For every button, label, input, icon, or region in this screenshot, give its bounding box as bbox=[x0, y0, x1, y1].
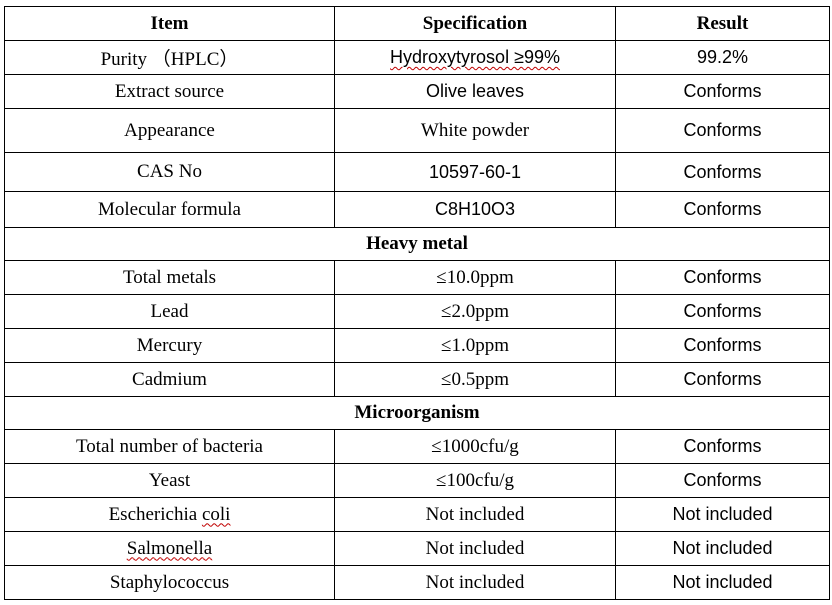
section-heading: Microorganism bbox=[4, 396, 830, 430]
item-cell: CAS No bbox=[4, 152, 335, 192]
result-cell: Conforms bbox=[615, 294, 830, 329]
item-cell: Purity （HPLC） bbox=[4, 40, 335, 75]
table-row-appearance: Appearance White powder Conforms bbox=[4, 108, 830, 153]
spec-cell: C8H10O3 bbox=[334, 191, 616, 228]
section-row-heavy-metal: Heavy metal bbox=[4, 227, 830, 261]
spec-cell: ≤100cfu/g bbox=[334, 463, 616, 498]
spell-marked-text: Salmonella bbox=[126, 537, 213, 559]
item-cell: Molecular formula bbox=[4, 191, 335, 228]
table-row: Total metals ≤10.0ppm Conforms bbox=[4, 260, 830, 295]
table-row-purity: Purity （HPLC） Hydroxytyrosol ≥99% 99.2% bbox=[4, 40, 830, 75]
table-row: Staphylococcus Not included Not included bbox=[4, 565, 830, 600]
spell-marked-text: coli bbox=[201, 503, 231, 525]
spec-cell: ≤2.0ppm bbox=[334, 294, 616, 329]
table-row-extract-source: Extract source Olive leaves Conforms bbox=[4, 74, 830, 109]
item-cell: Extract source bbox=[4, 74, 335, 109]
table-row: Salmonella Not included Not included bbox=[4, 531, 830, 566]
table-row: Yeast ≤100cfu/g Conforms bbox=[4, 463, 830, 498]
spell-marked-text: Hydroxytyrosol ≥99% bbox=[390, 47, 560, 67]
item-cell: Appearance bbox=[4, 108, 335, 153]
table-row: Mercury ≤1.0ppm Conforms bbox=[4, 328, 830, 363]
item-cell: Lead bbox=[4, 294, 335, 329]
table-row: Escherichia coli Not included Not includ… bbox=[4, 497, 830, 532]
spec-cell: 10597-60-1 bbox=[334, 152, 616, 192]
specification-table: Item Specification Result Purity （HPLC） … bbox=[4, 6, 830, 600]
result-cell: Conforms bbox=[615, 108, 830, 153]
table-row: Total number of bacteria ≤1000cfu/g Conf… bbox=[4, 429, 830, 464]
header-row: Item Specification Result bbox=[4, 6, 830, 41]
result-cell: Conforms bbox=[615, 429, 830, 464]
result-cell: 99.2% bbox=[615, 40, 830, 75]
spec-cell: Not included bbox=[334, 497, 616, 532]
spec-cell: Not included bbox=[334, 531, 616, 566]
result-cell: Not included bbox=[615, 531, 830, 566]
header-specification: Specification bbox=[334, 6, 616, 41]
table-row-cas-no: CAS No 10597-60-1 Conforms bbox=[4, 152, 830, 192]
item-cell: Escherichia coli bbox=[4, 497, 335, 532]
result-cell: Conforms bbox=[615, 191, 830, 228]
item-cell: Staphylococcus bbox=[4, 565, 335, 600]
result-cell: Conforms bbox=[615, 463, 830, 498]
item-cell: Yeast bbox=[4, 463, 335, 498]
item-cell: Cadmium bbox=[4, 362, 335, 397]
item-cell: Total number of bacteria bbox=[4, 429, 335, 464]
table-row-molecular-formula: Molecular formula C8H10O3 Conforms bbox=[4, 191, 830, 228]
result-cell: Not included bbox=[615, 497, 830, 532]
result-cell: Conforms bbox=[615, 74, 830, 109]
spec-cell: ≤1.0ppm bbox=[334, 328, 616, 363]
item-cell: Total metals bbox=[4, 260, 335, 295]
item-cell: Salmonella bbox=[4, 531, 335, 566]
spec-cell: Hydroxytyrosol ≥99% bbox=[334, 40, 616, 75]
section-heading: Heavy metal bbox=[4, 227, 830, 261]
result-cell: Conforms bbox=[615, 328, 830, 363]
spec-cell: Olive leaves bbox=[334, 74, 616, 109]
table-row: Cadmium ≤0.5ppm Conforms bbox=[4, 362, 830, 397]
table-row: Lead ≤2.0ppm Conforms bbox=[4, 294, 830, 329]
spec-cell: ≤10.0ppm bbox=[334, 260, 616, 295]
result-cell: Not included bbox=[615, 565, 830, 600]
result-cell: Conforms bbox=[615, 362, 830, 397]
header-result: Result bbox=[615, 6, 830, 41]
spec-cell: Not included bbox=[334, 565, 616, 600]
section-row-microorganism: Microorganism bbox=[4, 396, 830, 430]
result-cell: Conforms bbox=[615, 260, 830, 295]
spec-cell: White powder bbox=[334, 108, 616, 153]
header-item: Item bbox=[4, 6, 335, 41]
spec-cell: ≤1000cfu/g bbox=[334, 429, 616, 464]
spec-cell: ≤0.5ppm bbox=[334, 362, 616, 397]
result-cell: Conforms bbox=[615, 152, 830, 192]
item-text: Escherichia bbox=[108, 503, 202, 525]
item-cell: Mercury bbox=[4, 328, 335, 363]
